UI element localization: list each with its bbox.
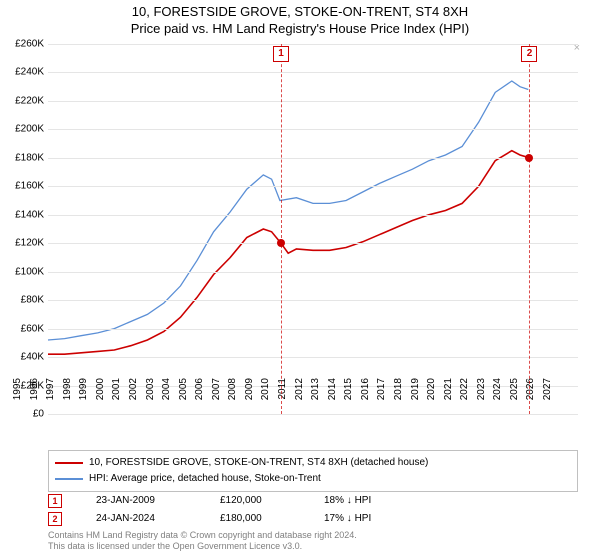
marker-box: 2 [521, 46, 537, 62]
gridline [48, 158, 578, 159]
x-tick-label: 1999 [78, 378, 89, 418]
legend-label: 10, FORESTSIDE GROVE, STOKE-ON-TRENT, ST… [89, 455, 428, 471]
legend-swatch [55, 478, 83, 480]
x-tick-label: 2020 [426, 378, 437, 418]
y-tick-label: £240K [2, 67, 44, 78]
x-tick-label: 1996 [29, 378, 40, 418]
x-tick-label: 2014 [327, 378, 338, 418]
y-tick-label: £120K [2, 238, 44, 249]
x-tick-label: 2005 [178, 378, 189, 418]
x-tick-label: 2016 [360, 378, 371, 418]
chart-container: 10, FORESTSIDE GROVE, STOKE-ON-TRENT, ST… [0, 0, 600, 560]
y-tick-label: £100K [2, 266, 44, 277]
chart-plot-area: × £0£20K£40K£60K£80K£100K£120K£140K£160K… [48, 44, 578, 415]
x-tick-label: 2010 [260, 378, 271, 418]
x-tick-label: 2025 [509, 378, 520, 418]
x-tick-label: 1997 [45, 378, 56, 418]
series-line [48, 81, 528, 340]
gridline [48, 243, 578, 244]
x-tick-label: 2011 [277, 378, 288, 418]
y-tick-label: £260K [2, 39, 44, 50]
x-tick-label: 2022 [459, 378, 470, 418]
x-tick-label: 2006 [194, 378, 205, 418]
x-tick-label: 2001 [111, 378, 122, 418]
attribution-line-1: Contains HM Land Registry data © Crown c… [48, 530, 578, 541]
marker-diff: 17% ↓ HPI [324, 511, 371, 527]
legend: 10, FORESTSIDE GROVE, STOKE-ON-TRENT, ST… [48, 450, 578, 492]
marker-box: 1 [273, 46, 289, 62]
gridline [48, 186, 578, 187]
legend-row: HPI: Average price, detached house, Stok… [55, 471, 571, 487]
series-line [48, 151, 530, 355]
legend-label: HPI: Average price, detached house, Stok… [89, 471, 321, 487]
y-tick-label: £220K [2, 95, 44, 106]
x-tick-label: 2027 [542, 378, 553, 418]
x-tick-label: 1995 [12, 378, 23, 418]
gridline [48, 357, 578, 358]
marker-badge: 1 [48, 494, 62, 508]
x-tick-label: 2003 [145, 378, 156, 418]
marker-dot [277, 239, 285, 247]
gridline [48, 129, 578, 130]
x-tick-label: 2023 [476, 378, 487, 418]
x-tick-label: 2026 [525, 378, 536, 418]
x-tick-label: 2021 [443, 378, 454, 418]
marker-date: 23-JAN-2009 [96, 493, 186, 509]
x-tick-label: 2002 [128, 378, 139, 418]
legend-swatch [55, 462, 83, 464]
gridline [48, 272, 578, 273]
x-tick-label: 2019 [410, 378, 421, 418]
y-tick-label: £200K [2, 124, 44, 135]
x-tick-label: 2009 [244, 378, 255, 418]
y-tick-label: £160K [2, 181, 44, 192]
gridline [48, 44, 578, 45]
marker-price: £120,000 [220, 493, 290, 509]
y-tick-label: £80K [2, 295, 44, 306]
title-line-1: 10, FORESTSIDE GROVE, STOKE-ON-TRENT, ST… [0, 4, 600, 21]
gridline [48, 101, 578, 102]
x-tick-label: 1998 [62, 378, 73, 418]
x-tick-label: 2024 [492, 378, 503, 418]
chart-svg [48, 44, 578, 414]
marker-vline [281, 44, 282, 414]
marker-row: 1 23-JAN-2009 £120,000 18% ↓ HPI [48, 492, 578, 510]
gridline [48, 329, 578, 330]
title-line-2: Price paid vs. HM Land Registry's House … [0, 21, 600, 38]
x-tick-label: 2007 [211, 378, 222, 418]
gridline [48, 215, 578, 216]
marker-diff: 18% ↓ HPI [324, 493, 371, 509]
x-tick-label: 2008 [227, 378, 238, 418]
y-tick-label: £40K [2, 352, 44, 363]
y-tick-label: £180K [2, 152, 44, 163]
gridline [48, 72, 578, 73]
y-tick-label: £140K [2, 209, 44, 220]
x-tick-label: 2018 [393, 378, 404, 418]
x-tick-label: 2017 [376, 378, 387, 418]
attribution-line-2: This data is licensed under the Open Gov… [48, 541, 578, 552]
marker-row: 2 24-JAN-2024 £180,000 17% ↓ HPI [48, 510, 578, 528]
x-tick-label: 2000 [95, 378, 106, 418]
x-tick-label: 2013 [310, 378, 321, 418]
marker-dot [525, 154, 533, 162]
y-tick-label: £60K [2, 323, 44, 334]
x-tick-label: 2004 [161, 378, 172, 418]
legend-row: 10, FORESTSIDE GROVE, STOKE-ON-TRENT, ST… [55, 455, 571, 471]
chart-title: 10, FORESTSIDE GROVE, STOKE-ON-TRENT, ST… [0, 0, 600, 38]
marker-vline [529, 44, 530, 414]
attribution: Contains HM Land Registry data © Crown c… [48, 530, 578, 553]
marker-badge: 2 [48, 512, 62, 526]
markers-table: 1 23-JAN-2009 £120,000 18% ↓ HPI 2 24-JA… [48, 492, 578, 528]
gridline [48, 300, 578, 301]
marker-date: 24-JAN-2024 [96, 511, 186, 527]
x-tick-label: 2012 [294, 378, 305, 418]
x-tick-label: 2015 [343, 378, 354, 418]
marker-price: £180,000 [220, 511, 290, 527]
